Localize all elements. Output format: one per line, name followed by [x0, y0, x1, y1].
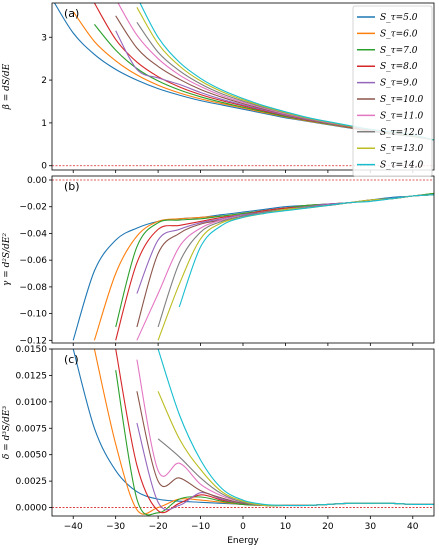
series-line: [136, 194, 434, 328]
legend-entry: S_τ=12.0: [380, 128, 423, 138]
y-tick-label: 0.0100: [16, 398, 48, 408]
y-tick-label: −0.10: [19, 310, 47, 320]
series-group: [72, 192, 434, 341]
x-tick-label: 30: [365, 522, 377, 532]
series-line: [178, 194, 434, 308]
series-line: [93, 192, 434, 341]
series-line: [157, 391, 434, 507]
series-line: [136, 194, 434, 341]
x-tick-label: 40: [407, 522, 419, 532]
series-line: [72, 349, 434, 507]
series-line: [115, 192, 434, 328]
series-line: [136, 359, 434, 507]
y-tick-label: −0.02: [19, 203, 47, 213]
legend-entry: S_τ=11.0: [380, 111, 423, 121]
panel-label: (b): [64, 180, 80, 193]
x-tick-label: −30: [106, 522, 125, 532]
x-tick-label: −20: [149, 522, 168, 532]
x-tick-label: −40: [64, 522, 83, 532]
y-tick-label: 0.0125: [16, 371, 48, 381]
legend-entry: S_τ=9.0: [380, 79, 418, 89]
series-line: [157, 349, 434, 507]
y-tick-label: −0.08: [19, 283, 47, 293]
legend: S_τ=5.0 S_τ=6.0 S_τ=7.0 S_τ=8.0 S_τ=9.0 S_τ=1…: [352, 5, 433, 177]
y-tick-label: 0.0150: [16, 345, 48, 355]
y-tick-label: 0.0050: [16, 451, 48, 461]
series-line: [157, 438, 434, 507]
legend-entry: S_τ=14.0: [380, 161, 423, 171]
legend-entry: S_τ=7.0: [380, 46, 418, 56]
x-tick-label: 10: [280, 522, 292, 532]
legend-entry: S_τ=13.0: [380, 144, 423, 154]
legend-entry: S_τ=5.0: [380, 13, 418, 23]
panel-c: 0.0000 0.0025 0.0050 0.0075 0.0100 0.0125 0.01…: [2, 345, 435, 532]
y-tick-label: 0.0000: [16, 504, 48, 514]
series-line: [136, 422, 434, 511]
y-axis-label: β = dS/dE: [2, 63, 12, 110]
y-tick-label: 2: [41, 76, 47, 86]
series-line: [157, 194, 434, 328]
y-tick-label: −0.06: [19, 256, 47, 266]
y-tick-label: 0.0025: [16, 477, 48, 487]
series-line: [115, 349, 434, 514]
legend-entry: S_τ=6.0: [380, 29, 418, 39]
legend-frame: [352, 5, 433, 177]
series-line: [157, 194, 434, 341]
x-tick-label: 0: [240, 522, 246, 532]
panel-b: 0.00 −0.02 −0.04 −0.06 −0.08 −0.10 −0.12 (b) γ =…: [2, 175, 435, 346]
x-tick-label: −10: [191, 522, 210, 532]
legend-entry: S_τ=8.0: [380, 62, 418, 72]
legend-entry: S_τ=10.0: [380, 95, 423, 105]
y-axis-label: γ = d²S/dE²: [2, 233, 12, 287]
x-axis-label: Energy: [227, 536, 259, 546]
y-axis-label: δ = d³S/dE³: [2, 406, 12, 460]
panel-label: (a): [64, 7, 79, 20]
panel-label: (c): [64, 353, 79, 366]
series-line: [115, 370, 434, 516]
y-tick-label: 0: [41, 162, 47, 172]
y-tick-label: 1: [41, 119, 47, 129]
series-group: [72, 349, 434, 516]
y-tick-label: 3: [41, 33, 47, 43]
y-tick-label: −0.04: [19, 229, 47, 239]
series-line: [136, 391, 434, 507]
axes-frame: [51, 348, 435, 517]
y-tick-label: −0.12: [19, 336, 47, 346]
y-tick-label: 0.0075: [16, 424, 48, 434]
series-line: [115, 194, 434, 341]
y-tick-label: 0.00: [27, 176, 47, 186]
x-tick-label: 20: [322, 522, 334, 532]
